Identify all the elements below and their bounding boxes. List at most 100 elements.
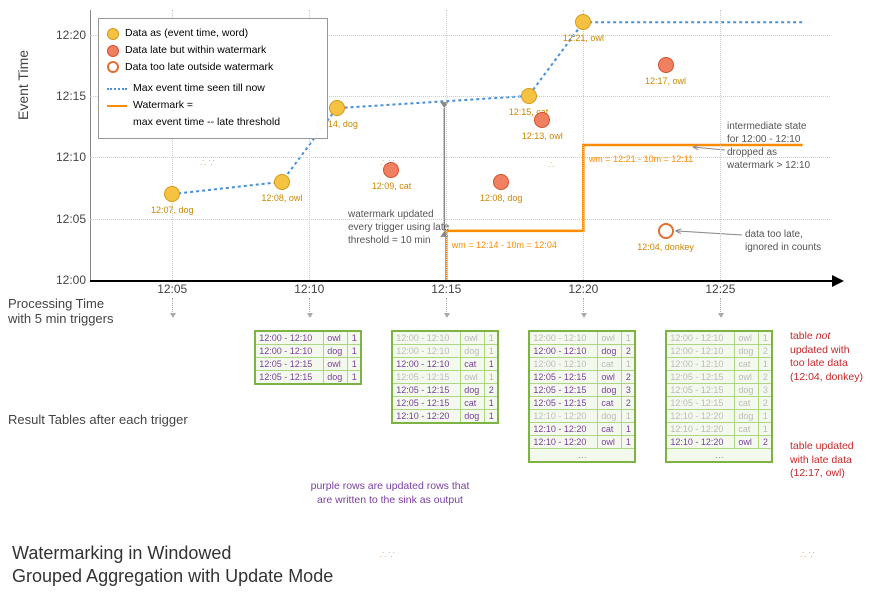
table-row: 12:05 - 12:15owl2 [667,371,771,384]
point-label: 12:07, dog [151,205,194,215]
trigger-arrow-icon [446,298,447,314]
point-label: 12:13, owl [522,131,563,141]
table-row: 12:10 - 12:20dog1 [530,410,634,423]
point-label: 12:21, owl [563,33,604,43]
x-gridline [583,10,584,280]
y-gridline [90,157,830,158]
table-row: 12:10 - 12:20cat1 [530,423,634,436]
data-point [534,112,550,128]
processing-time-label: Processing Time with 5 min triggers [8,296,113,326]
red-note-updated: table updatedwith late data(12:17, owl) [790,440,854,481]
table-row: 12:05 - 12:15cat2 [530,397,634,410]
table-row: 12:10 - 12:20owl2 [667,436,771,449]
table-row: 12:05 - 12:15owl1 [256,358,360,371]
y-tick: 12:10 [52,150,86,164]
point-label: 12:08, owl [261,193,302,203]
deco-icon: ∴ [548,160,556,171]
purple-note: purple rows are updated rows thatare wri… [280,480,500,507]
point-label: 12:08, dog [480,193,523,203]
data-point [383,162,399,178]
red-note-not-updated: table notupdated withtoo late data(12:04… [790,330,863,385]
legend-swatch-late-icon [107,45,119,57]
table-row: 12:05 - 12:15dog3 [530,384,634,397]
legend-late: Data late but within watermark [125,43,266,59]
data-point [575,14,591,30]
point-label: 12:09, cat [372,181,412,191]
title-line2: Grouped Aggregation with Update Mode [12,565,333,588]
watermark-label: wm = 12:21 - 10m = 12:11 [589,154,693,164]
y-tick: 12:20 [52,28,86,42]
table-row: 12:00 - 12:10dog2 [667,345,771,358]
y-tick: 12:15 [52,89,86,103]
trigger-arrow-icon [309,298,310,314]
proc-line1: Processing Time [8,296,113,311]
table-row: 12:00 - 12:10dog1 [393,345,497,358]
legend-swatch-on-icon [107,28,119,40]
table-row: 12:00 - 12:10owl1 [530,332,634,345]
table-row: 12:00 - 12:10cat1 [393,358,497,371]
watermark-label: wm = 12:14 - 10m = 12:04 [452,240,557,250]
deco-icon: ∴∵ [200,158,217,169]
table-row: 12:00 - 12:10owl1 [667,332,771,345]
legend-swatch-toolate-icon [107,61,119,73]
data-point [329,100,345,116]
legend-line-blue-icon [107,88,127,90]
result-table: 12:00 - 12:10owl112:00 - 12:10dog112:00 … [391,330,499,424]
point-label: 12:17, owl [645,76,686,86]
x-tick: 12:15 [431,282,461,296]
table-row: 12:10 - 12:20dog1 [393,410,497,422]
table-row: 12:05 - 12:15owl2 [530,371,634,384]
diagram-title: Watermarking in Windowed Grouped Aggrega… [12,542,333,587]
deco-icon: ∴∵ [800,550,817,561]
annot-too-late: data too late,ignored in counts [745,228,845,254]
result-table: 12:00 - 12:10owl112:00 - 12:10dog212:00 … [528,330,636,463]
result-table: 12:00 - 12:10owl112:00 - 12:10dog112:05 … [254,330,362,385]
data-point [164,186,180,202]
table-row: 12:00 - 12:10owl1 [393,332,497,345]
table-row: 12:10 - 12:20dog1 [667,410,771,423]
legend-wm1: Watermark = [133,98,193,114]
legend-maxline: Max event time seen till now [133,81,265,97]
point-label: 12:04, donkey [637,242,694,252]
data-point [493,174,509,190]
y-tick: 12:00 [52,273,86,287]
x-tick: 12:25 [705,282,735,296]
table-ellipsis: … [530,449,634,461]
table-row: 12:05 - 12:15cat2 [667,397,771,410]
table-row: 12:00 - 12:10cat1 [530,358,634,371]
legend-line-orange-icon [107,105,127,107]
table-row: 12:10 - 12:20cat1 [667,423,771,436]
table-row: 12:05 - 12:15dog1 [256,371,360,383]
data-point [658,57,674,73]
y-axis-label: Event Time [15,50,31,120]
x-axis-arrow-icon [832,275,844,287]
y-axis [90,10,91,280]
table-row: 12:05 - 12:15owl1 [393,371,497,384]
result-table: 12:00 - 12:10owl112:00 - 12:10dog212:00 … [665,330,773,463]
legend-wm2: max event time -- late threshold [133,115,280,131]
x-tick: 12:20 [568,282,598,296]
legend: Data as (event time, word) Data late but… [98,18,328,139]
y-gridline [90,219,830,220]
result-tables-label: Result Tables after each trigger [8,412,188,427]
x-tick: 12:05 [157,282,187,296]
table-row: 12:00 - 12:10owl1 [256,332,360,345]
y-tick: 12:05 [52,212,86,226]
data-point [274,174,290,190]
legend-on: Data as (event time, word) [125,26,248,42]
data-point [521,88,537,104]
proc-line2: with 5 min triggers [8,311,113,326]
table-row: 12:05 - 12:15dog3 [667,384,771,397]
legend-toolate: Data too late outside watermark [125,60,273,76]
trigger-arrow-icon [583,298,584,314]
table-ellipsis: … [667,449,771,461]
x-tick: 12:10 [294,282,324,296]
table-row: 12:05 - 12:15cat1 [393,397,497,410]
table-row: 12:00 - 12:10dog1 [256,345,360,358]
x-gridline [720,10,721,280]
title-line1: Watermarking in Windowed [12,542,333,565]
table-row: 12:00 - 12:10cat1 [667,358,771,371]
data-point [658,223,674,239]
deco-icon: ∴∵ [380,550,397,561]
trigger-arrow-icon [720,298,721,314]
